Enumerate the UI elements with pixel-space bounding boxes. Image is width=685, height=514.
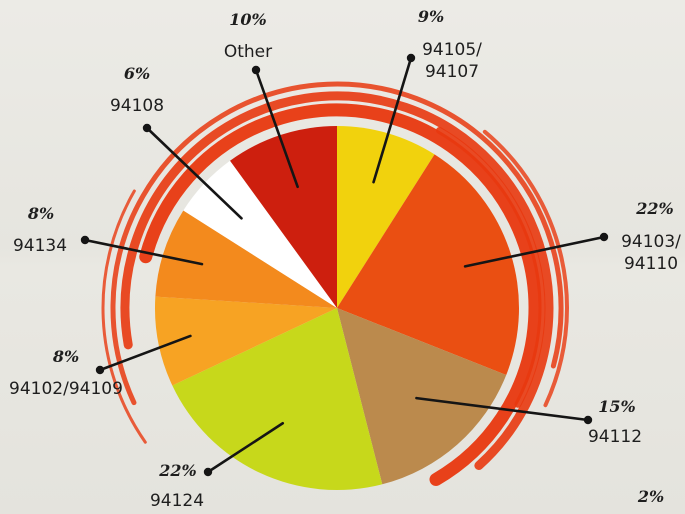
leader-line-3 [206, 421, 285, 474]
slice-category-label-6: 94108 [110, 96, 164, 116]
brush-stroke [139, 103, 542, 486]
slice-percent-label-2: 15% [598, 397, 635, 416]
leader-dot-7 [251, 65, 261, 75]
pie-slice-4 [154, 296, 337, 386]
brush-stroke [110, 81, 564, 406]
slice-category-label-7: Other [224, 42, 272, 62]
leader-dot-3 [203, 467, 213, 477]
pie-slice-3 [172, 308, 383, 490]
pie-slices [154, 126, 520, 490]
slice-percent-label-5: 8% [27, 204, 54, 223]
leader-line-7 [254, 68, 299, 189]
slice-category-label-1: 94103/94110 [621, 232, 681, 274]
slice-percent-label-7: 10% [229, 10, 266, 29]
slice-category-label-3: 94124 [150, 491, 204, 511]
extra-percent-annotation: 2% [637, 487, 664, 506]
leader-dot-0 [406, 53, 416, 63]
slice-percent-label-6: 6% [124, 64, 150, 83]
leader-dot-4 [95, 365, 105, 375]
pie-slice-7 [230, 126, 337, 308]
leader-dot-2 [583, 415, 593, 425]
pie-slice-6 [183, 160, 337, 308]
leader-line-5 [83, 238, 204, 266]
leader-line-6 [145, 126, 243, 220]
leader-line-4 [98, 334, 192, 372]
leader-lines [80, 53, 609, 477]
brush-stroke [120, 91, 554, 471]
pie-slice-2 [337, 308, 507, 485]
slice-percent-label-3: 22% [158, 461, 196, 480]
leader-line-1 [463, 235, 606, 268]
slice-category-label-5: 94134 [13, 236, 67, 256]
pie-slice-1 [337, 154, 520, 375]
brush-stroke [101, 189, 147, 444]
leader-line-2 [415, 396, 590, 422]
leader-dot-1 [599, 232, 609, 242]
leader-dot-6 [142, 123, 152, 133]
pie-slice-5 [155, 210, 337, 308]
leader-line-0 [372, 56, 413, 184]
pie-slice-0 [337, 126, 435, 308]
leader-dot-5 [80, 235, 90, 245]
slice-percent-label-0: 9% [418, 7, 444, 26]
slice-category-label-4: 94102/94109 [9, 379, 123, 399]
slice-category-label-0: 94105/94107 [422, 40, 482, 82]
brush-stroke [482, 129, 569, 408]
slice-category-label-2: 94112 [588, 427, 642, 447]
slice-percent-label-1: 22% [635, 199, 673, 218]
slice-labels: 9% 94105/94107 22% 94103/94110 15% 94112 22% 94… [9, 7, 681, 511]
slice-percent-label-4: 8% [52, 347, 79, 366]
